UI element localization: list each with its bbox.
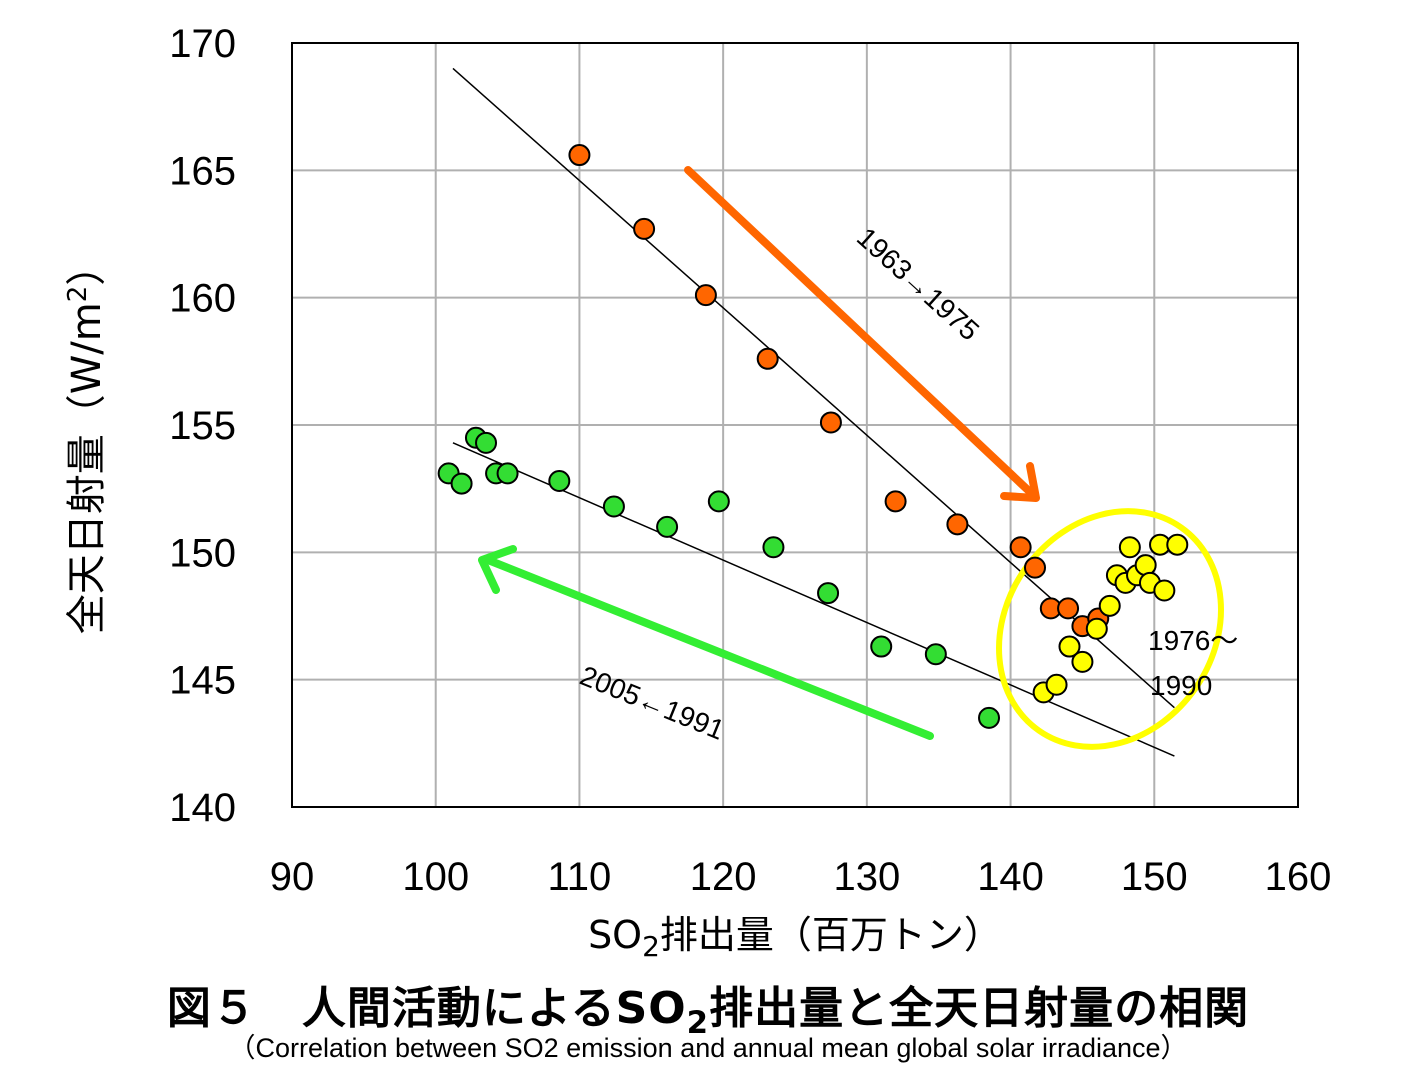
x-tick-label: 130 — [833, 855, 900, 899]
y-tick-label: 145 — [169, 659, 236, 703]
data-point — [496, 462, 519, 485]
y-tick-label: 160 — [169, 277, 236, 321]
x-tick-label: 160 — [1265, 855, 1332, 899]
x-tick-label: 100 — [402, 855, 469, 899]
data-point — [870, 635, 893, 658]
x-tick-label: 150 — [1121, 855, 1188, 899]
data-point — [819, 411, 842, 434]
grid — [291, 42, 1299, 808]
figure-caption: 図５ 人間活動によるSO2排出量と全天日射量の相関 — [166, 983, 1250, 1041]
data-point — [1071, 650, 1094, 673]
data-point — [756, 347, 779, 370]
green-arrow — [478, 545, 934, 740]
figure-caption-english: （Correlation between SO2 emission and an… — [228, 1033, 1188, 1063]
y-axis-label: 全天日射量（W/m2） — [63, 246, 110, 635]
data-point — [1045, 673, 1068, 696]
data-point — [475, 431, 498, 454]
data-point — [633, 217, 656, 240]
data-point — [1134, 554, 1157, 577]
data-point — [1118, 536, 1141, 559]
data-point — [548, 470, 571, 493]
data-point — [1166, 533, 1189, 556]
data-point — [978, 706, 1001, 729]
y-tick-label: 150 — [169, 531, 236, 575]
data-points — [437, 144, 1189, 729]
annotation-yellow-period-1: 1976〜 — [1148, 625, 1238, 656]
data-point — [656, 515, 679, 538]
data-point — [1098, 594, 1121, 617]
data-point — [707, 490, 730, 513]
plot-frame — [291, 42, 1299, 808]
data-point — [762, 536, 785, 559]
x-tick-label: 120 — [690, 855, 757, 899]
x-tick-labels: 90 100 110 120 130 140 150 160 — [270, 855, 1332, 899]
data-point — [602, 495, 625, 518]
data-point — [884, 490, 907, 513]
x-tick-label: 140 — [977, 855, 1044, 899]
data-point — [694, 284, 717, 307]
trendline — [452, 442, 1175, 757]
data-point — [946, 513, 969, 536]
data-point — [924, 643, 947, 666]
y-tick-labels: 140 145 150 155 160 165 170 — [169, 22, 236, 830]
data-point — [1009, 536, 1032, 559]
y-tick-label: 140 — [169, 786, 236, 830]
x-tick-label: 110 — [548, 855, 612, 899]
annotation-yellow-period-2: 1990 — [1150, 670, 1212, 701]
y-tick-label: 170 — [169, 22, 236, 66]
annotation-green-period: 2005←1991 — [576, 660, 729, 746]
data-point — [568, 144, 591, 167]
data-point — [817, 582, 840, 605]
annotation-orange-period: 1963→1975 — [851, 221, 985, 346]
y-tick-label: 165 — [169, 149, 236, 193]
data-point — [1057, 597, 1080, 620]
y-tick-label: 155 — [169, 404, 236, 448]
data-point — [1085, 617, 1108, 640]
x-tick-label: 90 — [270, 855, 315, 899]
x-axis-label: SO2排出量（百万トン） — [588, 913, 1002, 963]
data-point — [450, 472, 473, 495]
orange-arrow — [684, 166, 1040, 502]
data-point — [1058, 635, 1081, 658]
data-point — [1024, 556, 1047, 579]
data-point — [1153, 579, 1176, 602]
